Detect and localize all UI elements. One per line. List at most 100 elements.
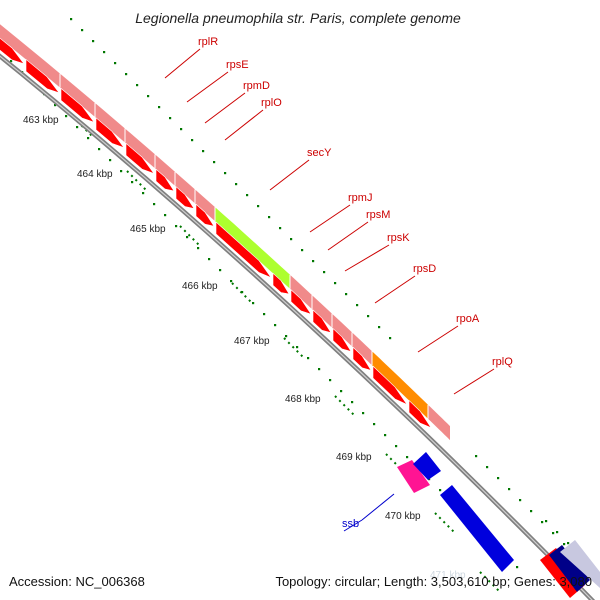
gc-dot [279, 227, 282, 230]
gene-leader-line [309, 204, 351, 233]
gene-label-rpmJ: rpmJ [348, 192, 372, 204]
gc-dot [98, 148, 101, 151]
gc-dot [541, 521, 544, 524]
gene-label-rpoA: rpoA [456, 313, 480, 325]
cds-arrow [290, 289, 312, 315]
gc-dot [497, 477, 500, 480]
gc-dot [208, 258, 211, 261]
gc-dot [114, 62, 117, 65]
gc-dot [552, 532, 555, 535]
gc-dot [268, 216, 271, 219]
kbp-label: 465 kbp [130, 224, 166, 235]
gc-dot [87, 137, 90, 140]
gc-dot [230, 280, 233, 283]
gc-dot [186, 236, 189, 239]
gc-dot [340, 390, 343, 393]
kbp-label: 468 kbp [285, 394, 321, 405]
cds-arrow [352, 346, 372, 371]
gc-dot [219, 269, 222, 272]
gc-dot [486, 466, 489, 469]
cds-arrow [195, 203, 215, 227]
gc-dot [76, 126, 79, 129]
cds-arrow [155, 168, 175, 192]
kbp-tick [283, 337, 305, 359]
gene-label-rpsM: rpsM [366, 209, 390, 221]
gc-dot [384, 434, 387, 437]
gc-dot [296, 346, 299, 349]
gc-dot [312, 260, 315, 263]
gene-label-rpmD: rpmD [243, 80, 270, 92]
gc-dot [378, 326, 381, 329]
cds-arrow [95, 117, 125, 149]
ssb-gene [397, 460, 430, 493]
kbp-label: 464 kbp [77, 169, 113, 180]
gc-dot [175, 225, 178, 228]
gc-dot [202, 150, 205, 153]
gc-dot [307, 357, 310, 360]
gc-dot [406, 456, 409, 459]
gc-dot [252, 302, 255, 305]
ribosomal-operon-segment [0, 24, 215, 222]
gene-label-rplR: rplR [198, 36, 218, 48]
gc-dot [323, 271, 326, 274]
gc-dot [10, 60, 13, 63]
gc-dot [439, 489, 442, 492]
gc-dot [356, 304, 359, 307]
gc-dot [120, 170, 123, 173]
gc-dot [318, 368, 321, 371]
gc-dot [263, 313, 266, 316]
kbp-scale: 463 kbp 464 kbp 465 kbp 466 kbp 467 kbp 468 k… [23, 115, 501, 593]
cds-arrow [60, 87, 95, 123]
gene-label-rplO: rplO [261, 97, 282, 109]
gene-label-rplQ: rplQ [492, 356, 513, 368]
gc-dot [235, 183, 238, 186]
kbp-label: 471 kbp [430, 570, 466, 581]
gene-leader-line [269, 159, 310, 191]
gene-leader-line [453, 368, 495, 395]
gc-dot [257, 205, 260, 208]
backbone-highlight [0, 55, 593, 600]
gc-dot [530, 510, 533, 513]
gc-dot [81, 29, 84, 32]
kbp-tick [334, 395, 356, 417]
gc-dot [351, 401, 354, 404]
gene-leader-line [327, 221, 369, 251]
gc-dot [367, 315, 370, 318]
gc-dot [158, 106, 161, 109]
downstream-genes [397, 452, 600, 598]
gc-dot [103, 51, 106, 54]
kbp-label: 466 kbp [182, 281, 218, 292]
cds-arrow-blue [413, 452, 441, 480]
gc-dot [373, 423, 376, 426]
gc-dot [362, 412, 365, 415]
cds-arrow [332, 327, 352, 352]
kbp-label: 463 kbp [23, 115, 59, 126]
accession-text: Accession: NC_006368 [9, 574, 145, 589]
cds-arrow [125, 142, 155, 175]
gc-dot [389, 337, 392, 340]
cds-arrow [272, 272, 290, 295]
gc-dot [241, 291, 244, 294]
gc-dot [246, 194, 249, 197]
cds-arrow-blue [440, 485, 514, 572]
gc-dot [345, 293, 348, 296]
gc-dot [274, 324, 277, 327]
gc-dot [191, 139, 194, 142]
map-title: Legionella pneumophila str. Paris, compl… [135, 10, 461, 26]
gene-labels: rplR rpsE rpmD rplO secY rpmJ rpsM rpsK rpsD rpoA… [164, 36, 513, 532]
secY-segment [215, 207, 290, 289]
gc-dot [567, 542, 570, 545]
gc-dot [545, 520, 548, 523]
gc-dot [125, 73, 128, 76]
rpoA-segment [372, 351, 428, 419]
gene-label-rpsK: rpsK [387, 232, 410, 244]
gc-dot [164, 214, 167, 217]
gc-dot [508, 488, 511, 491]
gc-dot [70, 18, 73, 21]
gc-dot [290, 238, 293, 241]
gene-leader-line [343, 519, 363, 532]
gc-dot [224, 172, 227, 175]
gene-leader-line [374, 275, 416, 304]
gc-dot [142, 192, 145, 195]
